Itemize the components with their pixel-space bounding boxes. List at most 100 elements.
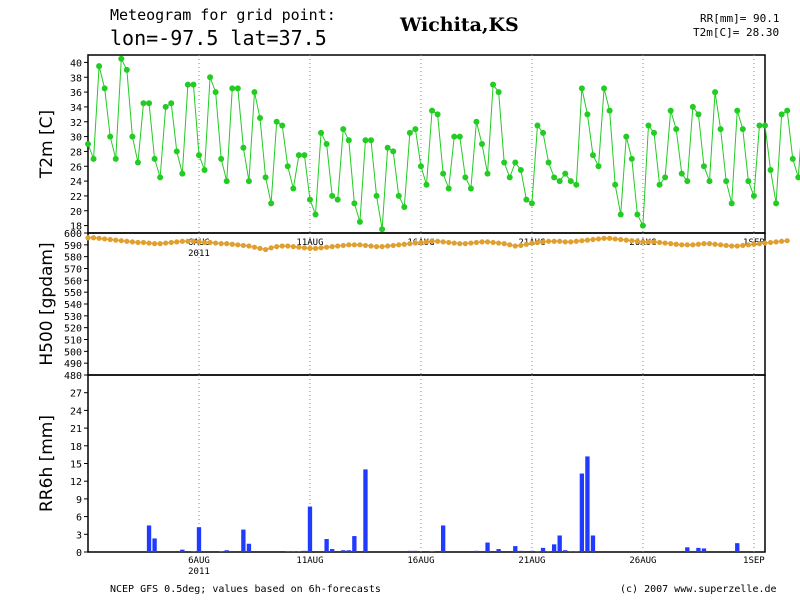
t2m-point xyxy=(146,100,153,107)
rr-bar xyxy=(302,550,307,552)
rr-bar xyxy=(285,551,290,552)
h500-point xyxy=(385,243,391,249)
h500-point xyxy=(629,238,635,244)
h500-point xyxy=(102,236,108,242)
y-tick-label: 15 xyxy=(70,460,82,471)
t2m-point xyxy=(251,89,258,96)
t2m-point xyxy=(778,111,785,118)
rr-bar xyxy=(513,546,518,552)
rr-bar xyxy=(329,549,335,552)
t2m-point xyxy=(201,166,208,173)
t2m-point xyxy=(218,155,225,162)
h500-point xyxy=(473,239,480,246)
title-line-1: Meteogram for grid point: xyxy=(110,6,336,24)
h500-point xyxy=(662,240,668,246)
h500-point xyxy=(285,243,291,249)
h500-point xyxy=(351,242,357,248)
h500-point xyxy=(207,239,213,246)
rr-bar xyxy=(735,543,740,552)
y-tick-label: 20 xyxy=(70,207,82,218)
h500-point xyxy=(784,238,790,244)
h500-point xyxy=(601,235,607,241)
t2m-point xyxy=(395,192,402,199)
h500-point xyxy=(540,239,546,245)
h500-point xyxy=(645,239,652,245)
t2m-point xyxy=(784,107,791,114)
t2m-point xyxy=(506,174,513,181)
rr-bar xyxy=(557,535,562,552)
t2m-point xyxy=(373,192,380,199)
rr-bar xyxy=(246,543,252,552)
t2m-point xyxy=(417,163,424,170)
h500-point xyxy=(224,241,230,247)
rr-bar xyxy=(685,547,690,552)
y-tick-label: 21 xyxy=(70,424,82,435)
h500-point xyxy=(407,241,413,247)
h500-point xyxy=(518,242,524,249)
h500-point xyxy=(773,239,779,245)
h500-point xyxy=(246,243,252,249)
h500-point xyxy=(701,241,707,247)
h500-point xyxy=(446,239,452,246)
t2m-point xyxy=(284,163,291,170)
t2m-point xyxy=(617,211,624,218)
y-tick-label: 27 xyxy=(70,389,82,400)
t2m-point xyxy=(606,107,613,114)
h500-point xyxy=(507,242,513,248)
x-tick-sublabel: 2011 xyxy=(188,567,210,577)
t2m-point xyxy=(440,170,447,177)
h500-point xyxy=(545,238,552,244)
t2m-point xyxy=(229,85,236,92)
t2m-point xyxy=(140,100,147,107)
h500-point xyxy=(240,242,246,249)
t2m-point xyxy=(673,126,680,133)
t2m-point xyxy=(157,174,164,181)
t2m-point xyxy=(556,178,563,185)
rr-bar xyxy=(540,547,546,552)
h500-point xyxy=(568,239,574,245)
h500-point xyxy=(140,239,147,246)
t2m-point xyxy=(712,89,719,96)
t2m-point xyxy=(795,174,800,181)
h500-point xyxy=(113,237,119,243)
h500-point xyxy=(529,240,535,246)
h500-point xyxy=(96,235,102,241)
location-name: Wichita,KS xyxy=(400,14,519,36)
rr-bar xyxy=(363,469,368,552)
h500-point xyxy=(312,245,319,251)
y-tick-label: 0 xyxy=(76,548,82,559)
t2m-point xyxy=(462,174,469,181)
t2m-point xyxy=(651,129,658,136)
y-tick-label: 530 xyxy=(64,312,82,323)
rr-bar xyxy=(407,550,413,552)
h500-point xyxy=(668,241,674,247)
t2m-point xyxy=(512,159,519,166)
t2m-point xyxy=(656,181,663,188)
t2m-point xyxy=(545,159,552,166)
t2m-point xyxy=(495,89,502,96)
rr-bar xyxy=(440,525,446,552)
y-tick-label: 580 xyxy=(64,253,82,264)
t2m-point xyxy=(268,200,275,207)
h500-point xyxy=(318,245,324,251)
t2m-point xyxy=(379,226,386,233)
rr-bar xyxy=(518,550,524,552)
rr-bar xyxy=(579,473,585,552)
h500-point xyxy=(523,241,529,247)
rr-total-label: RR[mm]= 90.1 xyxy=(700,12,780,25)
y-tick-label: 36 xyxy=(70,88,82,99)
t2m-point xyxy=(628,155,635,162)
h500-point xyxy=(723,242,729,249)
h500-point xyxy=(557,238,563,244)
h500-point xyxy=(324,244,330,250)
t2m-point xyxy=(340,126,347,133)
y-tick-label: 500 xyxy=(64,347,82,358)
y-tick-label: 24 xyxy=(70,177,82,188)
t2m-point xyxy=(623,133,630,140)
h500-point xyxy=(484,239,491,245)
t2m-point xyxy=(684,178,691,185)
y-tick-label: 600 xyxy=(64,229,82,240)
t2m-point xyxy=(551,174,558,181)
t2m-point xyxy=(362,137,369,144)
t2m-point xyxy=(595,163,602,170)
